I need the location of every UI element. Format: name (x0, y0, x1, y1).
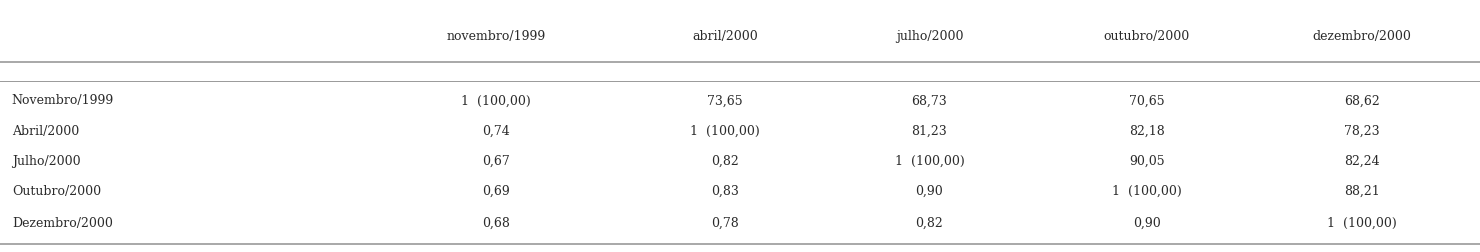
Text: julho/2000: julho/2000 (895, 30, 963, 43)
Text: 0,74: 0,74 (482, 124, 509, 138)
Text: 0,82: 0,82 (916, 216, 943, 230)
Text: 0,67: 0,67 (482, 155, 509, 168)
Text: 0,68: 0,68 (482, 216, 509, 230)
Text: abril/2000: abril/2000 (693, 30, 758, 43)
Text: 0,90: 0,90 (1134, 216, 1160, 230)
Text: 0,83: 0,83 (712, 185, 739, 198)
Text: 1  (100,00): 1 (100,00) (1111, 185, 1183, 198)
Text: Novembro/1999: Novembro/1999 (12, 94, 114, 107)
Text: 1  (100,00): 1 (100,00) (894, 155, 965, 168)
Text: 68,73: 68,73 (912, 94, 947, 107)
Text: 81,23: 81,23 (912, 124, 947, 138)
Text: 78,23: 78,23 (1344, 124, 1379, 138)
Text: 73,65: 73,65 (707, 94, 743, 107)
Text: 1  (100,00): 1 (100,00) (1326, 216, 1397, 230)
Text: 88,21: 88,21 (1344, 185, 1379, 198)
Text: 1  (100,00): 1 (100,00) (690, 124, 761, 138)
Text: Outubro/2000: Outubro/2000 (12, 185, 101, 198)
Text: 1  (100,00): 1 (100,00) (460, 94, 531, 107)
Text: 90,05: 90,05 (1129, 155, 1165, 168)
Text: 0,82: 0,82 (712, 155, 739, 168)
Text: Dezembro/2000: Dezembro/2000 (12, 216, 112, 230)
Text: 68,62: 68,62 (1344, 94, 1379, 107)
Text: novembro/1999: novembro/1999 (445, 30, 546, 43)
Text: outubro/2000: outubro/2000 (1104, 30, 1190, 43)
Text: Julho/2000: Julho/2000 (12, 155, 80, 168)
Text: 70,65: 70,65 (1129, 94, 1165, 107)
Text: 0,78: 0,78 (712, 216, 739, 230)
Text: Abril/2000: Abril/2000 (12, 124, 78, 138)
Text: 0,69: 0,69 (482, 185, 509, 198)
Text: 0,90: 0,90 (916, 185, 943, 198)
Text: dezembro/2000: dezembro/2000 (1313, 30, 1410, 43)
Text: 82,24: 82,24 (1344, 155, 1379, 168)
Text: 82,18: 82,18 (1129, 124, 1165, 138)
